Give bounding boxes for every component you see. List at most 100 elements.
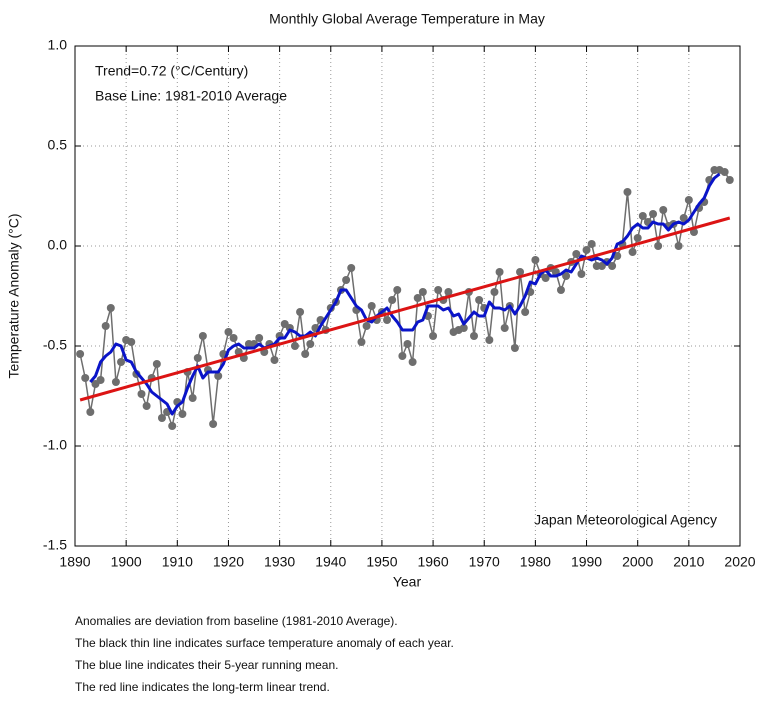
data-point: [459, 324, 468, 332]
data-point: [413, 294, 422, 302]
series-line: [79, 216, 731, 402]
footnote: The red line indicates the long-term lin…: [75, 680, 330, 694]
y-tick-label: 0.5: [48, 137, 68, 153]
data-point: [613, 252, 622, 260]
data-point: [562, 272, 571, 280]
data-point: [229, 334, 238, 342]
data-point: [628, 248, 637, 256]
data-point: [470, 332, 478, 340]
data-point: [398, 352, 407, 360]
data-point: [301, 350, 310, 358]
data-point: [342, 276, 351, 284]
data-point: [76, 350, 85, 358]
data-point: [117, 358, 126, 366]
data-point: [587, 240, 596, 248]
data-point: [178, 410, 187, 418]
data-point: [434, 286, 443, 294]
y-axis-label: Temperature Anomaly (°C): [6, 213, 22, 378]
data-point: [408, 358, 417, 366]
data-point: [659, 206, 668, 214]
x-tick-label: 1910: [162, 554, 193, 570]
data-point: [296, 308, 305, 316]
data-point: [188, 394, 197, 402]
data-point: [198, 332, 207, 340]
data-point: [654, 242, 663, 250]
data-point: [684, 196, 693, 204]
data-point: [577, 270, 586, 278]
data-point: [674, 242, 683, 250]
x-tick-label: 2010: [673, 554, 704, 570]
data-point: [106, 304, 115, 312]
data-point: [96, 376, 105, 384]
footnote: The blue line indicates their 5-year run…: [75, 658, 338, 672]
data-point: [367, 302, 376, 310]
data-point: [485, 336, 494, 344]
y-tick-label: -0.5: [43, 337, 67, 353]
data-point: [270, 356, 279, 364]
data-point: [649, 210, 658, 218]
y-tick-label: -1.5: [43, 537, 67, 553]
data-point: [556, 286, 565, 294]
data-point: [157, 414, 166, 422]
data-point: [403, 340, 412, 348]
x-tick-label: 1940: [315, 554, 346, 570]
data-point: [531, 256, 540, 264]
data-point: [81, 374, 90, 382]
x-tick-label: 1920: [213, 554, 244, 570]
x-tick-label: 1930: [264, 554, 295, 570]
data-point: [209, 420, 218, 428]
x-tick-label: 2000: [622, 554, 653, 570]
chart-title: Monthly Global Average Temperature in Ma…: [269, 11, 545, 27]
data-point: [638, 212, 647, 220]
data-point: [86, 408, 95, 416]
data-point: [500, 324, 509, 332]
data-point: [582, 246, 591, 254]
data-point: [127, 338, 136, 346]
y-tick-label: 0.0: [48, 237, 68, 253]
annotation: Base Line: 1981-2010 Average: [95, 88, 287, 104]
x-tick-label: 1980: [520, 554, 551, 570]
x-tick-label: 1990: [571, 554, 602, 570]
data-point: [137, 390, 146, 398]
annotation: Trend=0.72 (°C/Century): [95, 63, 248, 79]
data-point: [255, 334, 264, 342]
data-point: [623, 188, 632, 196]
x-tick-label: 1970: [469, 554, 500, 570]
data-point: [490, 288, 499, 296]
data-point: [495, 268, 504, 276]
data-point: [290, 342, 299, 350]
data-point: [510, 344, 519, 352]
data-point: [357, 338, 366, 346]
data-point: [608, 262, 617, 270]
data-point: [101, 322, 110, 330]
y-tick-label: 1.0: [48, 37, 68, 53]
data-point: [444, 288, 453, 296]
footnote: Anomalies are deviation from baseline (1…: [75, 614, 398, 628]
data-point: [429, 332, 438, 340]
data-point: [679, 214, 688, 222]
x-tick-label: 1960: [417, 554, 448, 570]
data-point: [193, 354, 202, 362]
x-tick-label: 1950: [366, 554, 397, 570]
x-axis-label: Year: [393, 574, 422, 590]
y-tick-label: -1.0: [43, 437, 67, 453]
x-tick-label: 2020: [724, 554, 755, 570]
data-point: [418, 288, 427, 296]
x-tick-label: 1900: [111, 554, 142, 570]
annotation: Japan Meteorological Agency: [534, 512, 717, 528]
data-point: [111, 378, 120, 386]
data-point: [475, 296, 484, 304]
data-point: [347, 264, 356, 272]
data-point: [388, 296, 397, 304]
data-point: [152, 360, 161, 368]
plot-frame: [74, 45, 741, 547]
data-point: [224, 328, 233, 336]
data-point: [142, 402, 151, 410]
data-point: [720, 168, 729, 176]
data-point: [383, 316, 392, 324]
data-point: [541, 274, 550, 282]
data-point: [633, 234, 642, 242]
data-point: [516, 268, 525, 276]
data-point: [214, 372, 223, 380]
